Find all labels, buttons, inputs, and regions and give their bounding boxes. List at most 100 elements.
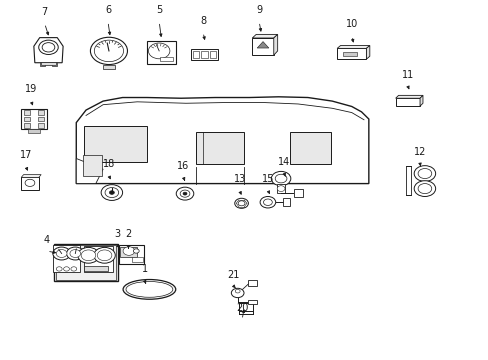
- FancyBboxPatch shape: [276, 184, 285, 193]
- Circle shape: [63, 267, 69, 271]
- Circle shape: [231, 288, 244, 298]
- Circle shape: [263, 199, 272, 206]
- Circle shape: [78, 247, 99, 263]
- FancyBboxPatch shape: [54, 244, 118, 281]
- Text: 2: 2: [125, 229, 131, 239]
- FancyBboxPatch shape: [41, 62, 56, 64]
- Text: 1: 1: [141, 264, 147, 274]
- Text: 18: 18: [102, 159, 115, 169]
- Circle shape: [71, 267, 77, 271]
- FancyBboxPatch shape: [24, 111, 30, 115]
- Polygon shape: [21, 175, 41, 177]
- Circle shape: [53, 247, 70, 260]
- Ellipse shape: [123, 279, 175, 299]
- FancyBboxPatch shape: [282, 198, 290, 206]
- Polygon shape: [336, 45, 369, 48]
- Text: 16: 16: [177, 161, 189, 171]
- FancyBboxPatch shape: [201, 50, 207, 58]
- Polygon shape: [395, 95, 422, 98]
- Text: 14: 14: [278, 157, 290, 167]
- Circle shape: [271, 171, 290, 186]
- Circle shape: [90, 37, 127, 64]
- Circle shape: [97, 250, 112, 261]
- Polygon shape: [395, 98, 419, 106]
- Polygon shape: [76, 97, 368, 184]
- Circle shape: [238, 201, 244, 206]
- Circle shape: [277, 186, 285, 192]
- Circle shape: [417, 184, 431, 194]
- Circle shape: [81, 250, 96, 261]
- Circle shape: [183, 192, 186, 195]
- FancyBboxPatch shape: [247, 280, 256, 286]
- FancyBboxPatch shape: [247, 300, 256, 304]
- Circle shape: [56, 267, 62, 271]
- Circle shape: [70, 249, 81, 257]
- Circle shape: [148, 43, 169, 59]
- Circle shape: [235, 289, 240, 293]
- FancyBboxPatch shape: [159, 57, 173, 61]
- Polygon shape: [257, 41, 268, 48]
- FancyBboxPatch shape: [28, 130, 40, 133]
- Polygon shape: [76, 158, 103, 184]
- FancyBboxPatch shape: [195, 132, 244, 164]
- Text: 3: 3: [114, 229, 121, 239]
- Text: 20: 20: [235, 303, 248, 314]
- Circle shape: [123, 247, 135, 255]
- FancyBboxPatch shape: [343, 51, 356, 56]
- FancyBboxPatch shape: [120, 247, 137, 257]
- FancyBboxPatch shape: [83, 246, 113, 272]
- Polygon shape: [252, 38, 273, 55]
- FancyBboxPatch shape: [192, 50, 199, 58]
- FancyBboxPatch shape: [147, 41, 176, 64]
- FancyBboxPatch shape: [53, 246, 80, 273]
- Circle shape: [180, 190, 189, 197]
- Text: 4: 4: [44, 235, 50, 244]
- Circle shape: [94, 247, 115, 263]
- Polygon shape: [34, 38, 63, 63]
- Circle shape: [25, 179, 35, 186]
- Circle shape: [413, 181, 435, 197]
- FancyBboxPatch shape: [82, 155, 102, 176]
- Polygon shape: [252, 35, 277, 38]
- FancyBboxPatch shape: [38, 111, 43, 115]
- FancyBboxPatch shape: [102, 65, 115, 69]
- Circle shape: [109, 191, 114, 194]
- Circle shape: [176, 187, 193, 200]
- Text: 8: 8: [200, 16, 206, 26]
- Text: 6: 6: [105, 5, 111, 15]
- Circle shape: [39, 40, 58, 54]
- Text: 13: 13: [233, 174, 245, 184]
- Ellipse shape: [126, 282, 172, 297]
- Text: 10: 10: [345, 19, 357, 30]
- FancyBboxPatch shape: [239, 303, 252, 311]
- FancyBboxPatch shape: [38, 117, 43, 121]
- Text: 21: 21: [227, 270, 240, 280]
- Text: 17: 17: [20, 150, 32, 160]
- FancyBboxPatch shape: [21, 177, 39, 190]
- Circle shape: [101, 185, 122, 201]
- FancyBboxPatch shape: [191, 49, 218, 60]
- Polygon shape: [273, 35, 277, 55]
- FancyBboxPatch shape: [24, 117, 30, 121]
- Circle shape: [66, 247, 84, 260]
- Text: 19: 19: [25, 84, 37, 94]
- FancyBboxPatch shape: [38, 123, 43, 128]
- FancyBboxPatch shape: [52, 62, 57, 66]
- FancyBboxPatch shape: [83, 126, 147, 162]
- Circle shape: [105, 188, 119, 198]
- FancyBboxPatch shape: [21, 109, 46, 130]
- FancyBboxPatch shape: [83, 266, 108, 271]
- FancyBboxPatch shape: [293, 189, 302, 197]
- Circle shape: [56, 249, 67, 257]
- Circle shape: [42, 42, 55, 52]
- FancyBboxPatch shape: [132, 257, 142, 262]
- FancyBboxPatch shape: [40, 62, 45, 66]
- Text: 12: 12: [413, 147, 426, 157]
- Text: 7: 7: [41, 7, 48, 17]
- Polygon shape: [406, 166, 410, 195]
- Text: 15: 15: [261, 174, 274, 184]
- FancyBboxPatch shape: [24, 123, 30, 128]
- Circle shape: [234, 198, 248, 208]
- Polygon shape: [366, 45, 369, 59]
- Polygon shape: [336, 48, 366, 59]
